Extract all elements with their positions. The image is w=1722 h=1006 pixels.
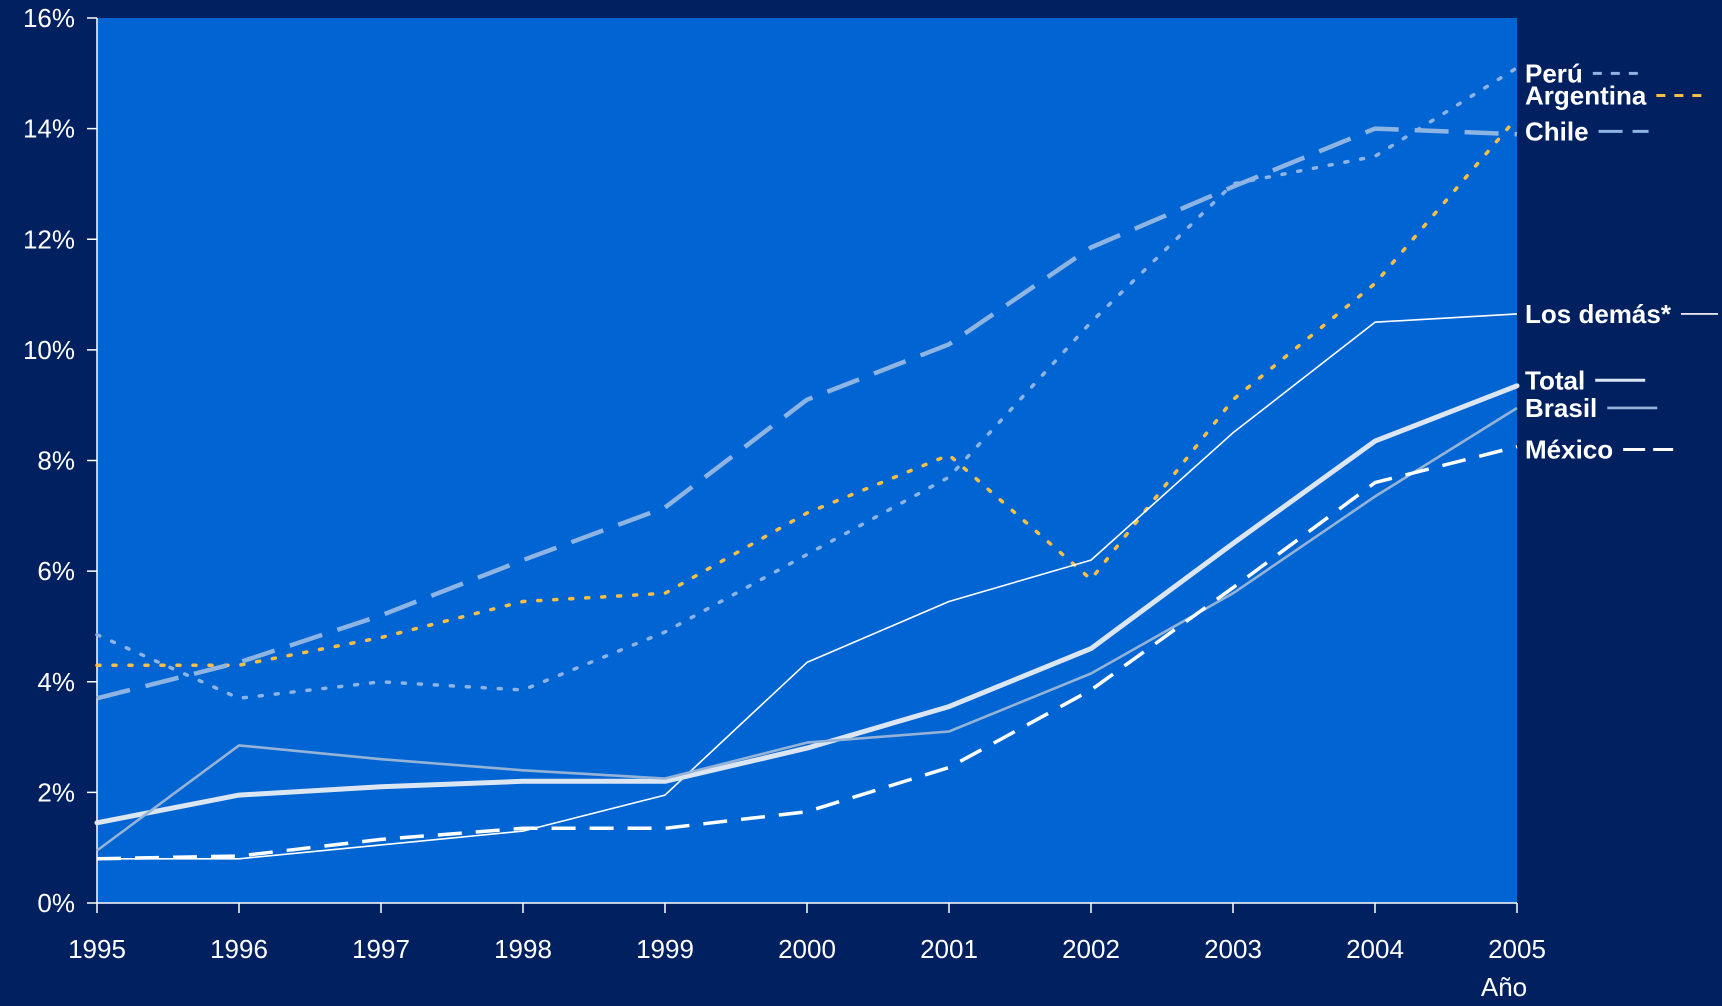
legend-label: Brasil	[1525, 393, 1597, 423]
plot-area	[97, 18, 1517, 903]
legend-label: Chile	[1525, 116, 1589, 146]
x-tick-label: 2001	[920, 934, 978, 964]
series-line-méxico	[96, 445, 1518, 861]
x-tick-label: 1996	[210, 934, 268, 964]
legend-label: Los demás*	[1525, 299, 1672, 329]
series-line-argentina	[95, 115, 1519, 667]
y-tick-label: 16%	[23, 3, 75, 33]
y-tick-label: 12%	[23, 224, 75, 254]
series-layer	[94, 66, 1520, 861]
x-tick-label: 2000	[778, 934, 836, 964]
x-tick-label: 2003	[1204, 934, 1262, 964]
x-tick-label: 2002	[1062, 934, 1120, 964]
x-tick-label: 1998	[494, 934, 552, 964]
series-line-chile	[96, 126, 1518, 701]
y-tick-label: 10%	[23, 335, 75, 365]
series-line-total	[94, 383, 1520, 826]
y-tick-label: 14%	[23, 114, 75, 144]
y-tick-label: 0%	[37, 888, 75, 918]
series-line-perú	[95, 66, 1519, 701]
legend-label: Perú	[1525, 58, 1583, 88]
y-tick-label: 6%	[37, 556, 75, 586]
x-tick-label: 2004	[1346, 934, 1404, 964]
y-tick-label: 4%	[37, 667, 75, 697]
legend-label: Total	[1525, 365, 1585, 395]
legend-label: Argentina	[1525, 80, 1647, 110]
x-tick-label: 1997	[352, 934, 410, 964]
y-tick-label: 8%	[37, 446, 75, 476]
x-tick-label: 2005	[1488, 934, 1546, 964]
x-axis-label: Año	[1481, 972, 1527, 1001]
x-tick-label: 1999	[636, 934, 694, 964]
y-tick-label: 2%	[37, 777, 75, 807]
legend-label: México	[1525, 434, 1613, 464]
x-tick-label: 1995	[68, 934, 126, 964]
series-line-brasil	[96, 406, 1518, 852]
axes: 0% 2% 4% 6% 8% 10% 12% 14% 16% 1995 1996 1997 1998 19…	[23, 3, 1546, 964]
series-line-los-demás	[97, 313, 1518, 860]
